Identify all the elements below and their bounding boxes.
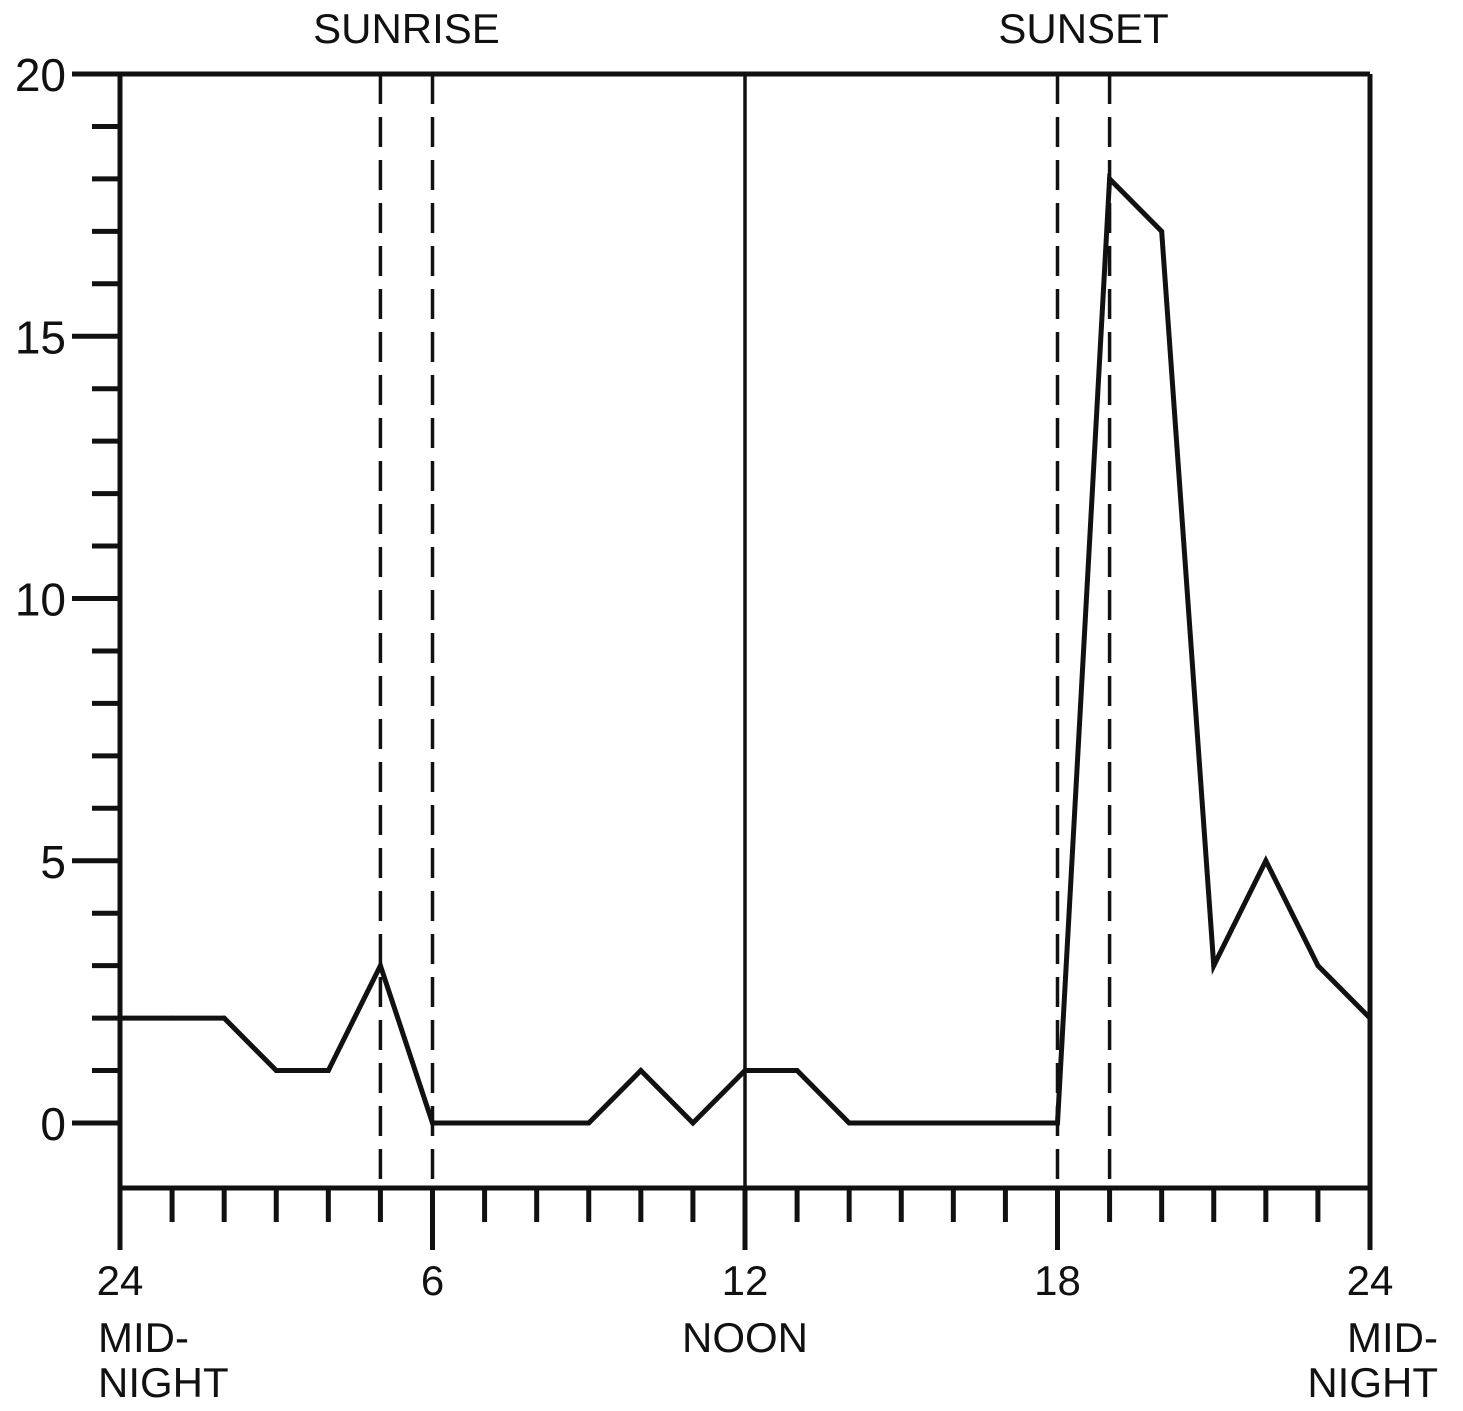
y-tick-label-3: 15	[15, 311, 66, 363]
axes	[72, 71, 1373, 1250]
annotation-sunset: SUNSET	[998, 5, 1168, 52]
y-tick-label-4: 20	[15, 49, 66, 101]
data-point-0-0	[117, 1015, 123, 1021]
x-tick-sublabel-0-0: MID-	[98, 1314, 189, 1361]
series-group	[117, 173, 1373, 1127]
y-tick-label-0: 0	[40, 1098, 66, 1150]
data-point-0-11	[690, 1120, 696, 1126]
data-point-0-23	[1315, 963, 1321, 969]
data-point-0-5	[377, 963, 383, 969]
data-point-0-3	[273, 1068, 279, 1074]
data-point-0-2	[221, 1015, 227, 1021]
reference-lines	[378, 74, 1112, 1188]
data-point-0-19	[1107, 176, 1113, 182]
data-point-0-13	[794, 1068, 800, 1074]
data-point-0-1	[169, 1015, 175, 1021]
data-point-0-8	[534, 1120, 540, 1126]
data-point-0-24	[1367, 1015, 1373, 1021]
annotation-sunrise: SUNRISE	[313, 5, 500, 52]
data-point-0-7	[482, 1120, 488, 1126]
x-tick-sublabel-4-1: NIGHT	[1307, 1359, 1438, 1406]
y-tick-label-2: 10	[15, 574, 66, 626]
data-point-0-14	[846, 1120, 852, 1126]
x-tick-sublabel-4-0: MID-	[1347, 1314, 1438, 1361]
data-point-0-21	[1211, 963, 1217, 969]
data-point-0-6	[430, 1120, 435, 1126]
data-point-0-18	[1055, 1120, 1060, 1126]
x-tick-label-3: 18	[1034, 1257, 1081, 1304]
data-point-0-17	[1002, 1120, 1008, 1126]
x-tick-label-0: 24	[97, 1257, 144, 1304]
x-tick-sublabel-2-0: NOON	[682, 1314, 808, 1361]
y-tick-label-1: 5	[40, 836, 66, 888]
x-tick-label-4: 24	[1347, 1257, 1394, 1304]
x-tick-sublabel-0-1: NIGHT	[98, 1359, 229, 1406]
data-point-0-9	[586, 1120, 592, 1126]
data-point-0-10	[638, 1068, 644, 1074]
x-tick-label-1: 6	[421, 1257, 444, 1304]
data-point-0-22	[1263, 858, 1269, 864]
data-point-0-4	[325, 1068, 331, 1074]
data-point-0-16	[950, 1120, 956, 1126]
data-point-0-12	[742, 1068, 748, 1074]
data-point-0-15	[898, 1120, 904, 1126]
x-tick-label-2: 12	[722, 1257, 769, 1304]
data-point-0-20	[1159, 228, 1165, 234]
